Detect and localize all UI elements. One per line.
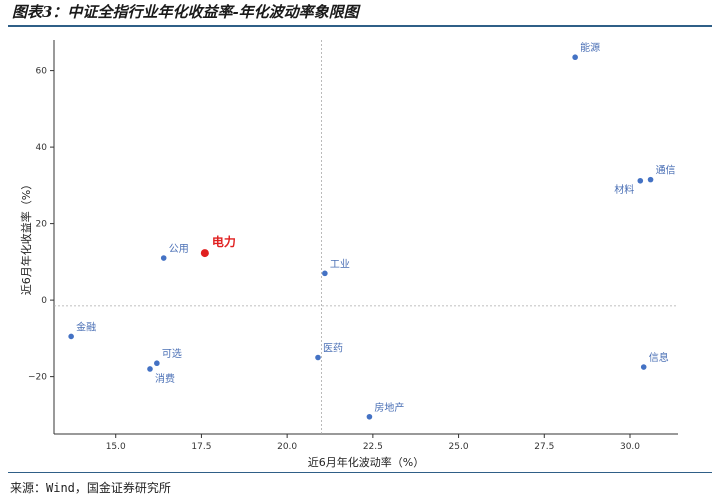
point-label: 信息 bbox=[649, 351, 669, 364]
x-tick-label: 22.5 bbox=[363, 442, 383, 452]
data-point bbox=[640, 364, 647, 370]
point-label: 能源 bbox=[580, 41, 600, 54]
y-axis-label: 近6月年化收益率（%） bbox=[19, 179, 33, 295]
scatter-chart: 15.0 17.5 20.0 22.5 25.0 27.5 30.0 −20 0 20 40 60 能源… bbox=[19, 40, 678, 469]
data-point bbox=[200, 249, 209, 258]
data-point bbox=[68, 333, 74, 340]
data-point bbox=[647, 176, 654, 183]
x-tick-label: 30.0 bbox=[620, 442, 640, 452]
point-label: 可选 bbox=[162, 347, 182, 360]
data-point bbox=[322, 270, 328, 277]
data-point bbox=[366, 413, 373, 420]
point-label: 金融 bbox=[76, 320, 96, 333]
plot-area: 15.0 17.5 20.0 22.5 25.0 27.5 30.0 −20 0 20 40 60 能源… bbox=[28, 40, 678, 452]
x-tick-label: 17.5 bbox=[191, 442, 211, 452]
point-label: 消费 bbox=[155, 372, 175, 385]
point-label: 工业 bbox=[330, 258, 350, 270]
point-label: 通信 bbox=[656, 165, 676, 177]
point-label: 医药 bbox=[323, 342, 343, 354]
y-tick-label: 0 bbox=[41, 296, 47, 306]
point-label: 电力 bbox=[212, 234, 236, 249]
figure-title: 图表3：中证全指行业年化收益率-年化波动率象限图 bbox=[12, 3, 359, 21]
data-point bbox=[160, 255, 167, 261]
data-point bbox=[572, 54, 578, 61]
point-label: 房地产 bbox=[374, 401, 404, 414]
y-tick-label: −20 bbox=[28, 373, 47, 383]
x-tick-label: 20.0 bbox=[277, 442, 297, 452]
footer-rule bbox=[8, 472, 712, 473]
data-point bbox=[154, 360, 160, 367]
point-label: 公用 bbox=[169, 244, 189, 255]
source-note: 来源：Wind，国金证券研究所 bbox=[10, 481, 171, 495]
data-point bbox=[147, 366, 153, 372]
y-tick-label: 20 bbox=[36, 220, 48, 230]
data-point bbox=[637, 177, 644, 184]
point-label: 材料 bbox=[614, 183, 634, 196]
data-point bbox=[315, 354, 321, 361]
x-tick-label: 27.5 bbox=[534, 442, 554, 452]
x-tick-label: 15.0 bbox=[106, 442, 126, 452]
y-tick-label: 40 bbox=[36, 143, 48, 153]
x-axis-label: 近6月年化波动率（%） bbox=[308, 455, 424, 469]
x-tick-label: 25.0 bbox=[449, 442, 469, 452]
title-rule bbox=[8, 25, 712, 27]
y-tick-label: 60 bbox=[36, 67, 48, 77]
